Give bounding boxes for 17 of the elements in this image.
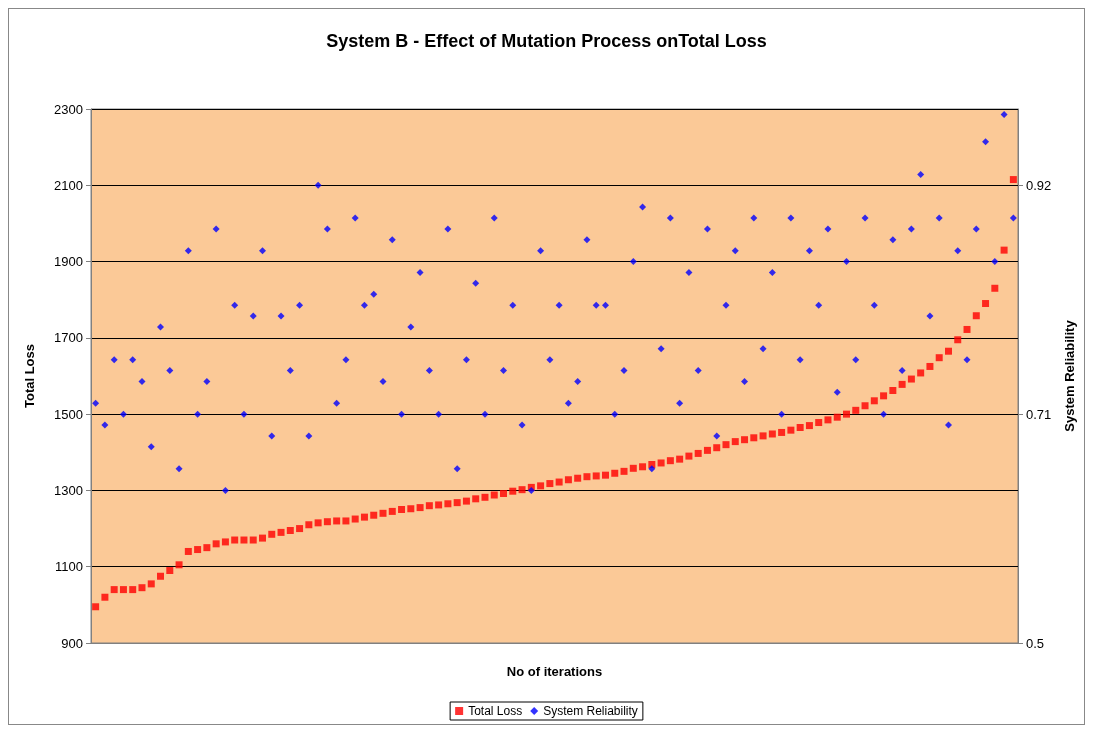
y2-axis-title: System Reliability xyxy=(1062,319,1077,432)
y2-tick-label: 0.71 xyxy=(1026,406,1052,422)
y2-tick-label: 0.92 xyxy=(1026,177,1052,193)
y-tick-label: 1300 xyxy=(54,482,83,498)
y-tick-label: 1100 xyxy=(55,559,83,575)
y-tick-label: 2100 xyxy=(54,177,83,193)
y-tick-label: 1500 xyxy=(54,406,83,422)
legend-label: System Reliability xyxy=(543,704,638,718)
legend-label: Total Loss xyxy=(468,704,523,718)
y2-tick-label: 0.5 xyxy=(1026,635,1045,651)
y-tick-label: 2300 xyxy=(54,101,83,117)
y-tick-label: 1700 xyxy=(54,330,83,346)
y-tick-label: 900 xyxy=(61,635,83,651)
y-axis-title: Total Loss xyxy=(22,343,37,409)
y-tick-label: 1900 xyxy=(54,254,83,270)
chart-title: System B - Effect of Mutation Process onTotal Loss xyxy=(326,31,767,51)
x-axis-title: No of iterations xyxy=(506,664,603,679)
